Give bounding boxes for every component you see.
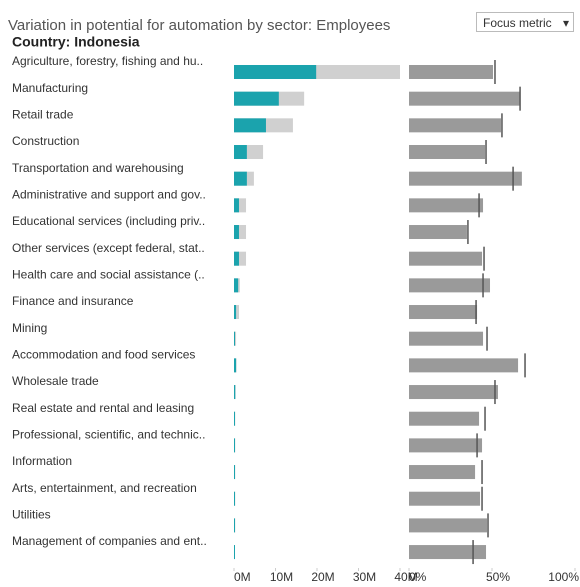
bar xyxy=(234,198,239,213)
x-tick-label: 40M xyxy=(394,570,417,584)
bar xyxy=(234,91,279,106)
bar xyxy=(234,305,237,320)
bar xyxy=(234,171,247,186)
category-label: Health care and social assistance (.. xyxy=(12,268,205,282)
category-label: Management of companies and ent.. xyxy=(12,534,207,548)
bar xyxy=(234,331,235,346)
bar xyxy=(234,438,235,453)
category-label: Finance and insurance xyxy=(12,294,134,308)
bar xyxy=(409,411,480,426)
category-label: Professional, scientific, and technic.. xyxy=(12,428,205,442)
category-label: Real estate and rental and leasing xyxy=(12,401,194,415)
bar xyxy=(234,411,235,426)
category-label: Transportation and warehousing xyxy=(12,161,184,175)
bar xyxy=(409,171,522,186)
category-label: Construction xyxy=(12,134,79,148)
bar xyxy=(234,278,239,293)
bar xyxy=(409,118,501,133)
category-label: Utilities xyxy=(12,508,51,522)
bar xyxy=(409,278,491,293)
bar xyxy=(409,358,519,373)
chart-subtitle: Country: Indonesia xyxy=(12,34,140,50)
bar xyxy=(409,331,484,346)
bar xyxy=(409,225,467,240)
bar xyxy=(409,518,488,533)
category-label: Educational services (including priv.. xyxy=(12,214,205,228)
bar xyxy=(409,91,521,106)
bar xyxy=(409,465,476,480)
category-label: Arts, entertainment, and recreation xyxy=(12,481,197,495)
x-tick-label: 0% xyxy=(409,570,427,584)
x-tick-label: 10M xyxy=(270,570,293,584)
bar xyxy=(234,305,239,320)
bar xyxy=(234,545,235,560)
category-label: Other services (except federal, stat.. xyxy=(12,241,205,255)
category-label: Administrative and support and gov.. xyxy=(12,188,206,202)
bar xyxy=(234,331,237,346)
x-tick-label: 30M xyxy=(353,570,376,584)
x-tick-label: 0M xyxy=(234,570,251,584)
focus-metric-dropdown[interactable]: Focus metric xyxy=(476,12,574,33)
bar xyxy=(234,65,317,79)
bar xyxy=(234,385,236,400)
bar xyxy=(234,118,266,133)
bar xyxy=(234,465,235,480)
bar xyxy=(234,358,237,373)
bar xyxy=(409,198,484,213)
bar xyxy=(234,518,235,533)
bar xyxy=(409,65,493,79)
chart-title: Variation in potential for automation by… xyxy=(8,17,390,34)
bar xyxy=(409,385,498,400)
bar xyxy=(234,225,239,240)
bar xyxy=(409,491,481,506)
bar xyxy=(409,251,483,266)
bar xyxy=(409,305,478,320)
category-label: Retail trade xyxy=(12,108,74,122)
bar xyxy=(234,251,239,266)
x-tick-label: 20M xyxy=(311,570,334,584)
category-label: Mining xyxy=(12,321,47,335)
bar xyxy=(409,438,483,453)
category-label: Agriculture, forestry, fishing and hu.. xyxy=(12,54,203,68)
bar xyxy=(234,491,235,506)
x-tick-label: 100% xyxy=(548,570,579,584)
category-label: Wholesale trade xyxy=(12,374,99,388)
bar xyxy=(234,145,247,160)
x-tick-label: 50% xyxy=(486,570,510,584)
category-label: Information xyxy=(12,454,72,468)
bar xyxy=(409,545,487,560)
category-label: Manufacturing xyxy=(12,81,88,95)
category-label: Accommodation and food services xyxy=(12,348,195,362)
bar xyxy=(409,145,486,160)
